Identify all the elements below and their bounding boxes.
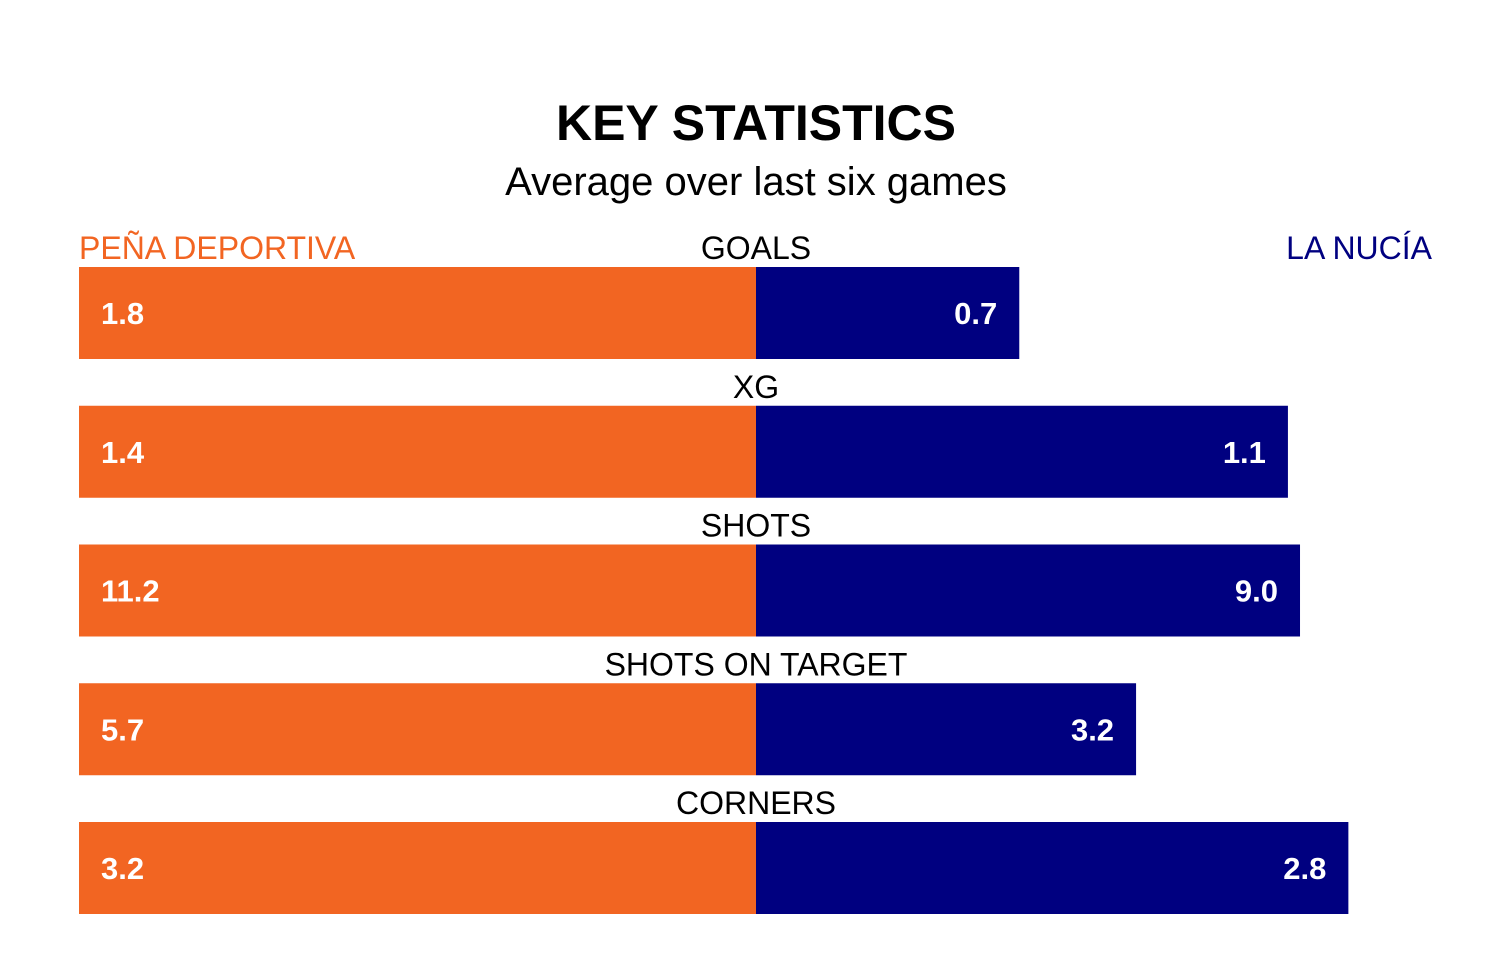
stat-row: XG 1.4 1.1 [79,369,1288,498]
value-label-home: 11.2 [101,574,160,609]
bar-home [79,405,756,498]
bar-home [79,544,756,637]
category-label: SHOTS [701,508,811,544]
value-label-home: 1.8 [101,296,144,331]
stat-row: SHOTS 11.2 9.0 [79,508,1301,637]
stat-row: CORNERS 3.2 2.8 [79,785,1349,914]
stat-row: GOALS 1.8 0.7 [79,230,1020,359]
value-label-away: 9.0 [1235,574,1278,609]
category-label: GOALS [701,230,811,266]
value-label-home: 3.2 [101,851,144,886]
bar-home [79,267,756,359]
value-label-home: 5.7 [101,712,144,747]
stat-row: SHOTS ON TARGET 5.7 3.2 [79,646,1137,776]
bar-home [79,683,756,776]
bar-away [756,267,1020,359]
category-label: XG [733,369,779,405]
chart-title: KEY STATISTICS [556,95,956,151]
value-label-home: 1.4 [101,435,145,470]
value-label-away: 3.2 [1071,712,1114,747]
bar-away [756,822,1349,914]
category-label: SHOTS ON TARGET [605,646,908,682]
bar-away [756,405,1288,498]
bar-home [79,822,756,914]
bar-away [756,683,1137,776]
value-label-away: 2.8 [1283,851,1326,886]
bar-away [756,544,1301,637]
value-label-away: 0.7 [954,296,997,331]
value-label-away: 1.1 [1223,435,1266,470]
legend-away-team: LA NUCÍA [1286,230,1432,266]
category-label: CORNERS [676,785,836,821]
chart-subtitle: Average over last six games [505,160,1007,204]
legend-home-team: PEÑA DEPORTIVA [79,230,356,266]
bar-rows: GOALS 1.8 0.7 XG 1.4 1.1 SHOTS 11.2 9.0 SHOTS ON … [79,230,1349,914]
